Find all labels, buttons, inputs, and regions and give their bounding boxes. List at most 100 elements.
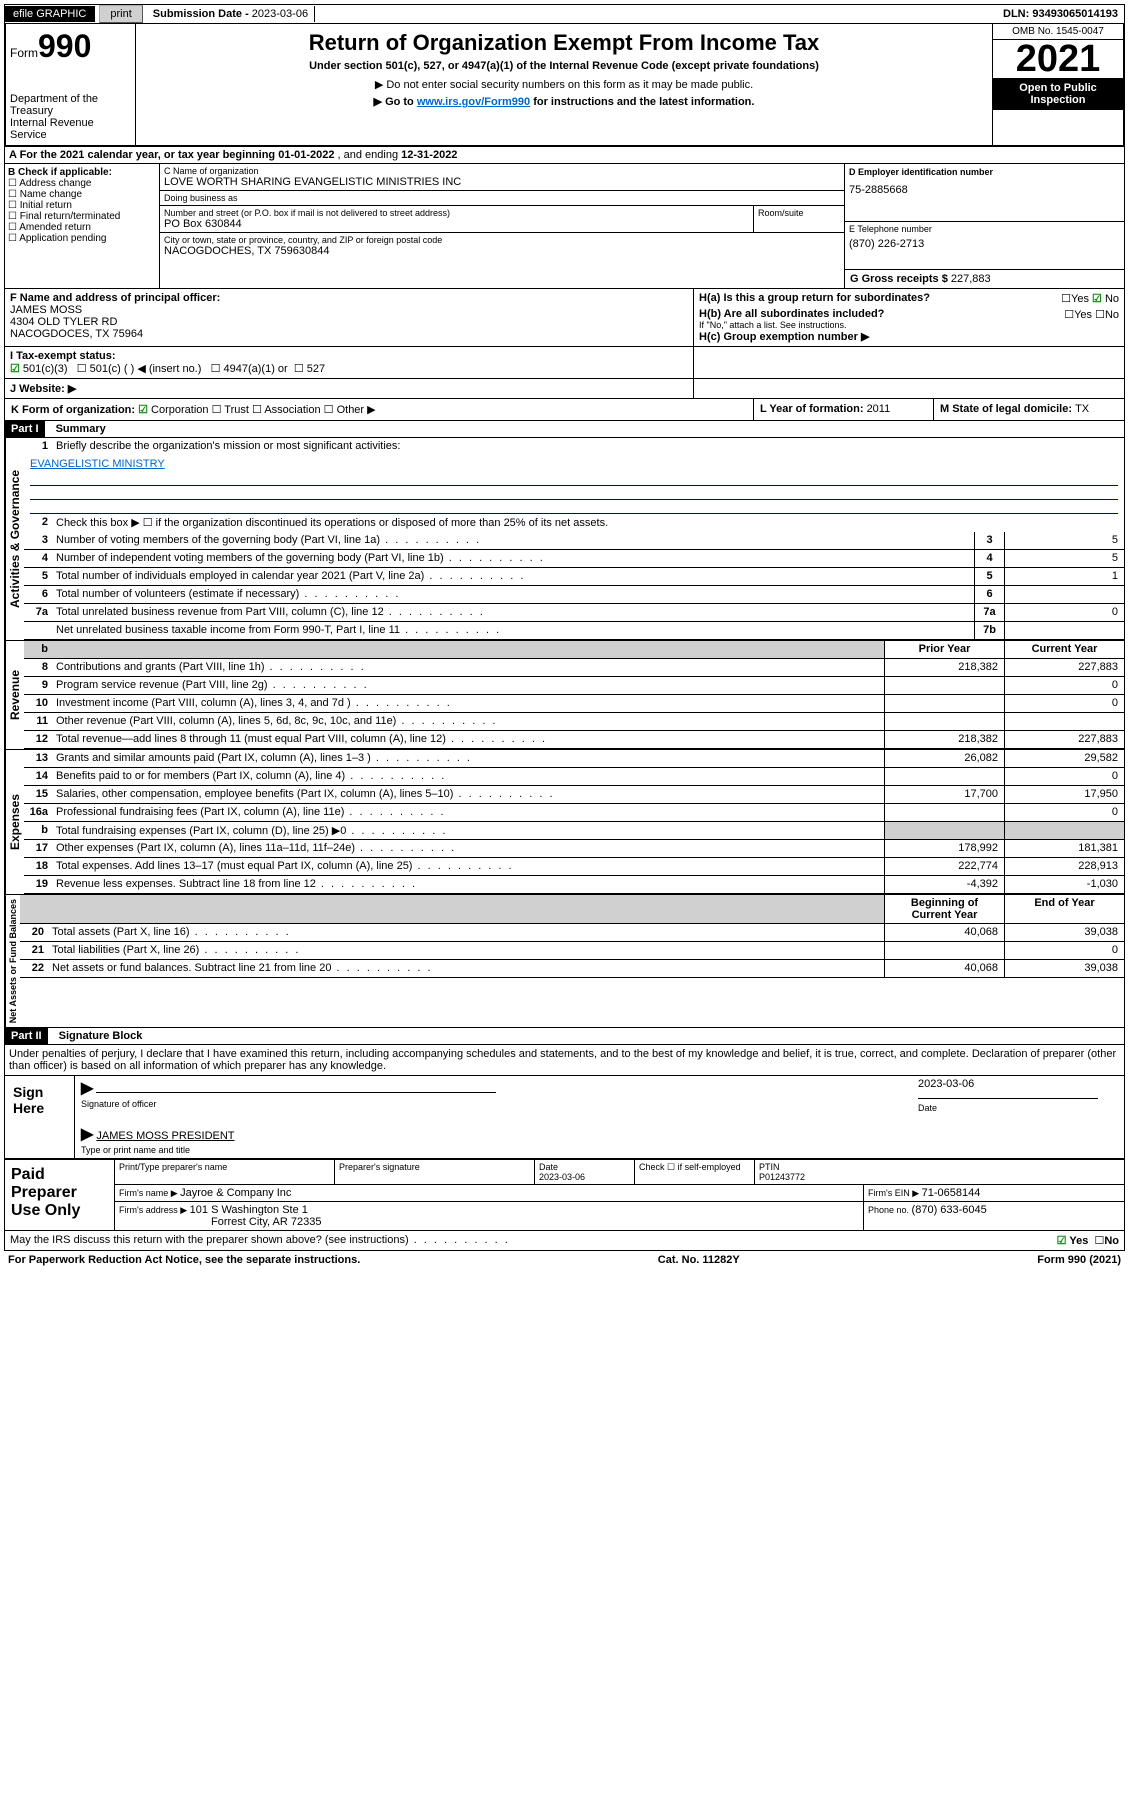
prior-value: -4,392 (884, 876, 1004, 893)
line-box: 4 (974, 550, 1004, 567)
current-value: 0 (1004, 768, 1124, 785)
current-value: 0 (1004, 804, 1124, 821)
ein-value: 75-2885668 (849, 184, 1120, 196)
officer-signed-name: JAMES MOSS PRESIDENT (96, 1130, 234, 1142)
chk-initial-return[interactable]: Initial return (8, 200, 156, 211)
prep-ptin: PTINP01243772 (755, 1160, 1124, 1184)
line-box: 7b (974, 622, 1004, 639)
current-value: 0 (1004, 942, 1124, 959)
public-inspection: Open to Public Inspection (993, 78, 1123, 110)
line-text: Revenue less expenses. Subtract line 18 … (52, 876, 884, 893)
footer-mid: Cat. No. 11282Y (658, 1254, 740, 1266)
gross-receipts-value: 227,883 (951, 273, 991, 285)
arrow-icon: ▶ (81, 1080, 93, 1097)
website-label: J Website: ▶ (10, 383, 76, 395)
prior-value: 218,382 (884, 659, 1004, 676)
form-subtitle: Under section 501(c), 527, or 4947(a)(1)… (142, 60, 986, 72)
sign-here-label: Sign Here (5, 1076, 75, 1158)
arrow-icon: ▶ (81, 1126, 93, 1143)
side-net-assets: Net Assets or Fund Balances (5, 895, 20, 1027)
chk-app-pending[interactable]: Application pending (8, 233, 156, 244)
firm-ein: Firm's EIN ▶ 71-0658144 (864, 1185, 1124, 1201)
org-name: LOVE WORTH SHARING EVANGELISTIC MINISTRI… (164, 176, 840, 188)
q1-text: Briefly describe the organization's miss… (52, 438, 1124, 456)
efile-label: efile GRAPHIC (5, 6, 95, 22)
sig-date: 2023-03-06 (918, 1078, 974, 1090)
line-text: Number of independent voting members of … (52, 550, 974, 567)
current-value: 228,913 (1004, 858, 1124, 875)
submission-date: Submission Date - 2023-03-06 (147, 6, 315, 22)
line-value (1004, 586, 1124, 603)
line-text: Net unrelated business taxable income fr… (52, 622, 974, 639)
line-text: Other expenses (Part IX, column (A), lin… (52, 840, 884, 857)
line-text: Total unrelated business revenue from Pa… (52, 604, 974, 621)
chk-name-change[interactable]: Name change (8, 189, 156, 200)
street-value: PO Box 630844 (164, 218, 749, 230)
prior-value: 40,068 (884, 924, 1004, 941)
current-value: 17,950 (1004, 786, 1124, 803)
h-b: H(b) Are all subordinates included? ☐Yes… (699, 308, 1119, 320)
line-text: Other revenue (Part VIII, column (A), li… (52, 713, 884, 730)
officer-addr1: 4304 OLD TYLER RD (10, 316, 117, 328)
current-value: 39,038 (1004, 960, 1124, 977)
tax-year: 2021 (993, 40, 1123, 78)
current-value: 39,038 (1004, 924, 1124, 941)
prior-value: 26,082 (884, 750, 1004, 767)
line-text: Total liabilities (Part X, line 26) (48, 942, 884, 959)
firm-name: Firm's name ▶ Jayroe & Company Inc (115, 1185, 864, 1201)
prior-value: 218,382 (884, 731, 1004, 748)
phone-label: E Telephone number (849, 224, 1120, 234)
col-current: Current Year (1004, 641, 1124, 658)
officer-label: F Name and address of principal officer: (10, 292, 220, 304)
topbar: efile GRAPHIC print Submission Date - 20… (4, 4, 1125, 24)
h-a: H(a) Is this a group return for subordin… (699, 292, 1119, 304)
prior-value (884, 942, 1004, 959)
part1-title: Summary (48, 423, 106, 435)
org-name-label: C Name of organization (164, 166, 840, 176)
chk-address-change[interactable]: Address change (8, 178, 156, 189)
current-value: 0 (1004, 677, 1124, 694)
line-value: 5 (1004, 532, 1124, 549)
print-button[interactable]: print (99, 5, 142, 23)
line-text: Professional fundraising fees (Part IX, … (52, 804, 884, 821)
col-begin: Beginning of Current Year (884, 895, 1004, 923)
prep-date-hdr: Date2023-03-06 (535, 1160, 635, 1184)
current-value: 0 (1004, 695, 1124, 712)
footer-right: Form 990 (2021) (1037, 1254, 1121, 1266)
tax-exempt-status: I Tax-exempt status: 501(c)(3) ☐ 501(c) … (10, 350, 688, 375)
chk-final-return[interactable]: Final return/terminated (8, 211, 156, 222)
prep-sig-hdr: Preparer's signature (335, 1160, 535, 1184)
chk-501c3 (10, 363, 23, 375)
line-text: Number of voting members of the governin… (52, 532, 974, 549)
line-text: Net assets or fund balances. Subtract li… (48, 960, 884, 977)
prior-value (884, 677, 1004, 694)
firm-phone: Phone no. (870) 633-6045 (864, 1202, 1124, 1230)
discuss-line: May the IRS discuss this return with the… (4, 1231, 1125, 1251)
chk-amended-return[interactable]: Amended return (8, 222, 156, 233)
part1-bar: Part I (5, 421, 45, 437)
line-text: Salaries, other compensation, employee b… (52, 786, 884, 803)
form-title: Return of Organization Exempt From Incom… (142, 30, 986, 56)
prior-value (884, 695, 1004, 712)
line-value: 0 (1004, 604, 1124, 621)
officer-addr2: NACOGDOCES, TX 75964 (10, 328, 143, 340)
discuss-yes-checked (1057, 1235, 1070, 1247)
line-text: Total expenses. Add lines 13–17 (must eq… (52, 858, 884, 875)
firm-address: Firm's address ▶ 101 S Washington Ste 1 … (115, 1202, 864, 1230)
year-formation: L Year of formation: 2011 (754, 399, 934, 420)
side-governance: Activities & Governance (5, 438, 24, 640)
line-value (1004, 622, 1124, 639)
line-text: Total number of individuals employed in … (52, 568, 974, 585)
q2-text: Check this box ▶ ☐ if the organization d… (52, 514, 1124, 532)
part2-bar: Part II (5, 1028, 48, 1044)
irs-label: Internal Revenue Service (10, 117, 131, 141)
mission-link[interactable]: EVANGELISTIC MINISTRY (30, 458, 165, 470)
line-value: 5 (1004, 550, 1124, 567)
city-label: City or town, state or province, country… (164, 235, 840, 245)
section-b: B Check if applicable: Address change Na… (5, 164, 160, 288)
current-value: -1,030 (1004, 876, 1124, 893)
form990-link[interactable]: www.irs.gov/Form990 (417, 96, 530, 108)
gross-receipts-label: G Gross receipts $ (850, 273, 951, 285)
line-box: 5 (974, 568, 1004, 585)
line-text: Investment income (Part VIII, column (A)… (52, 695, 884, 712)
